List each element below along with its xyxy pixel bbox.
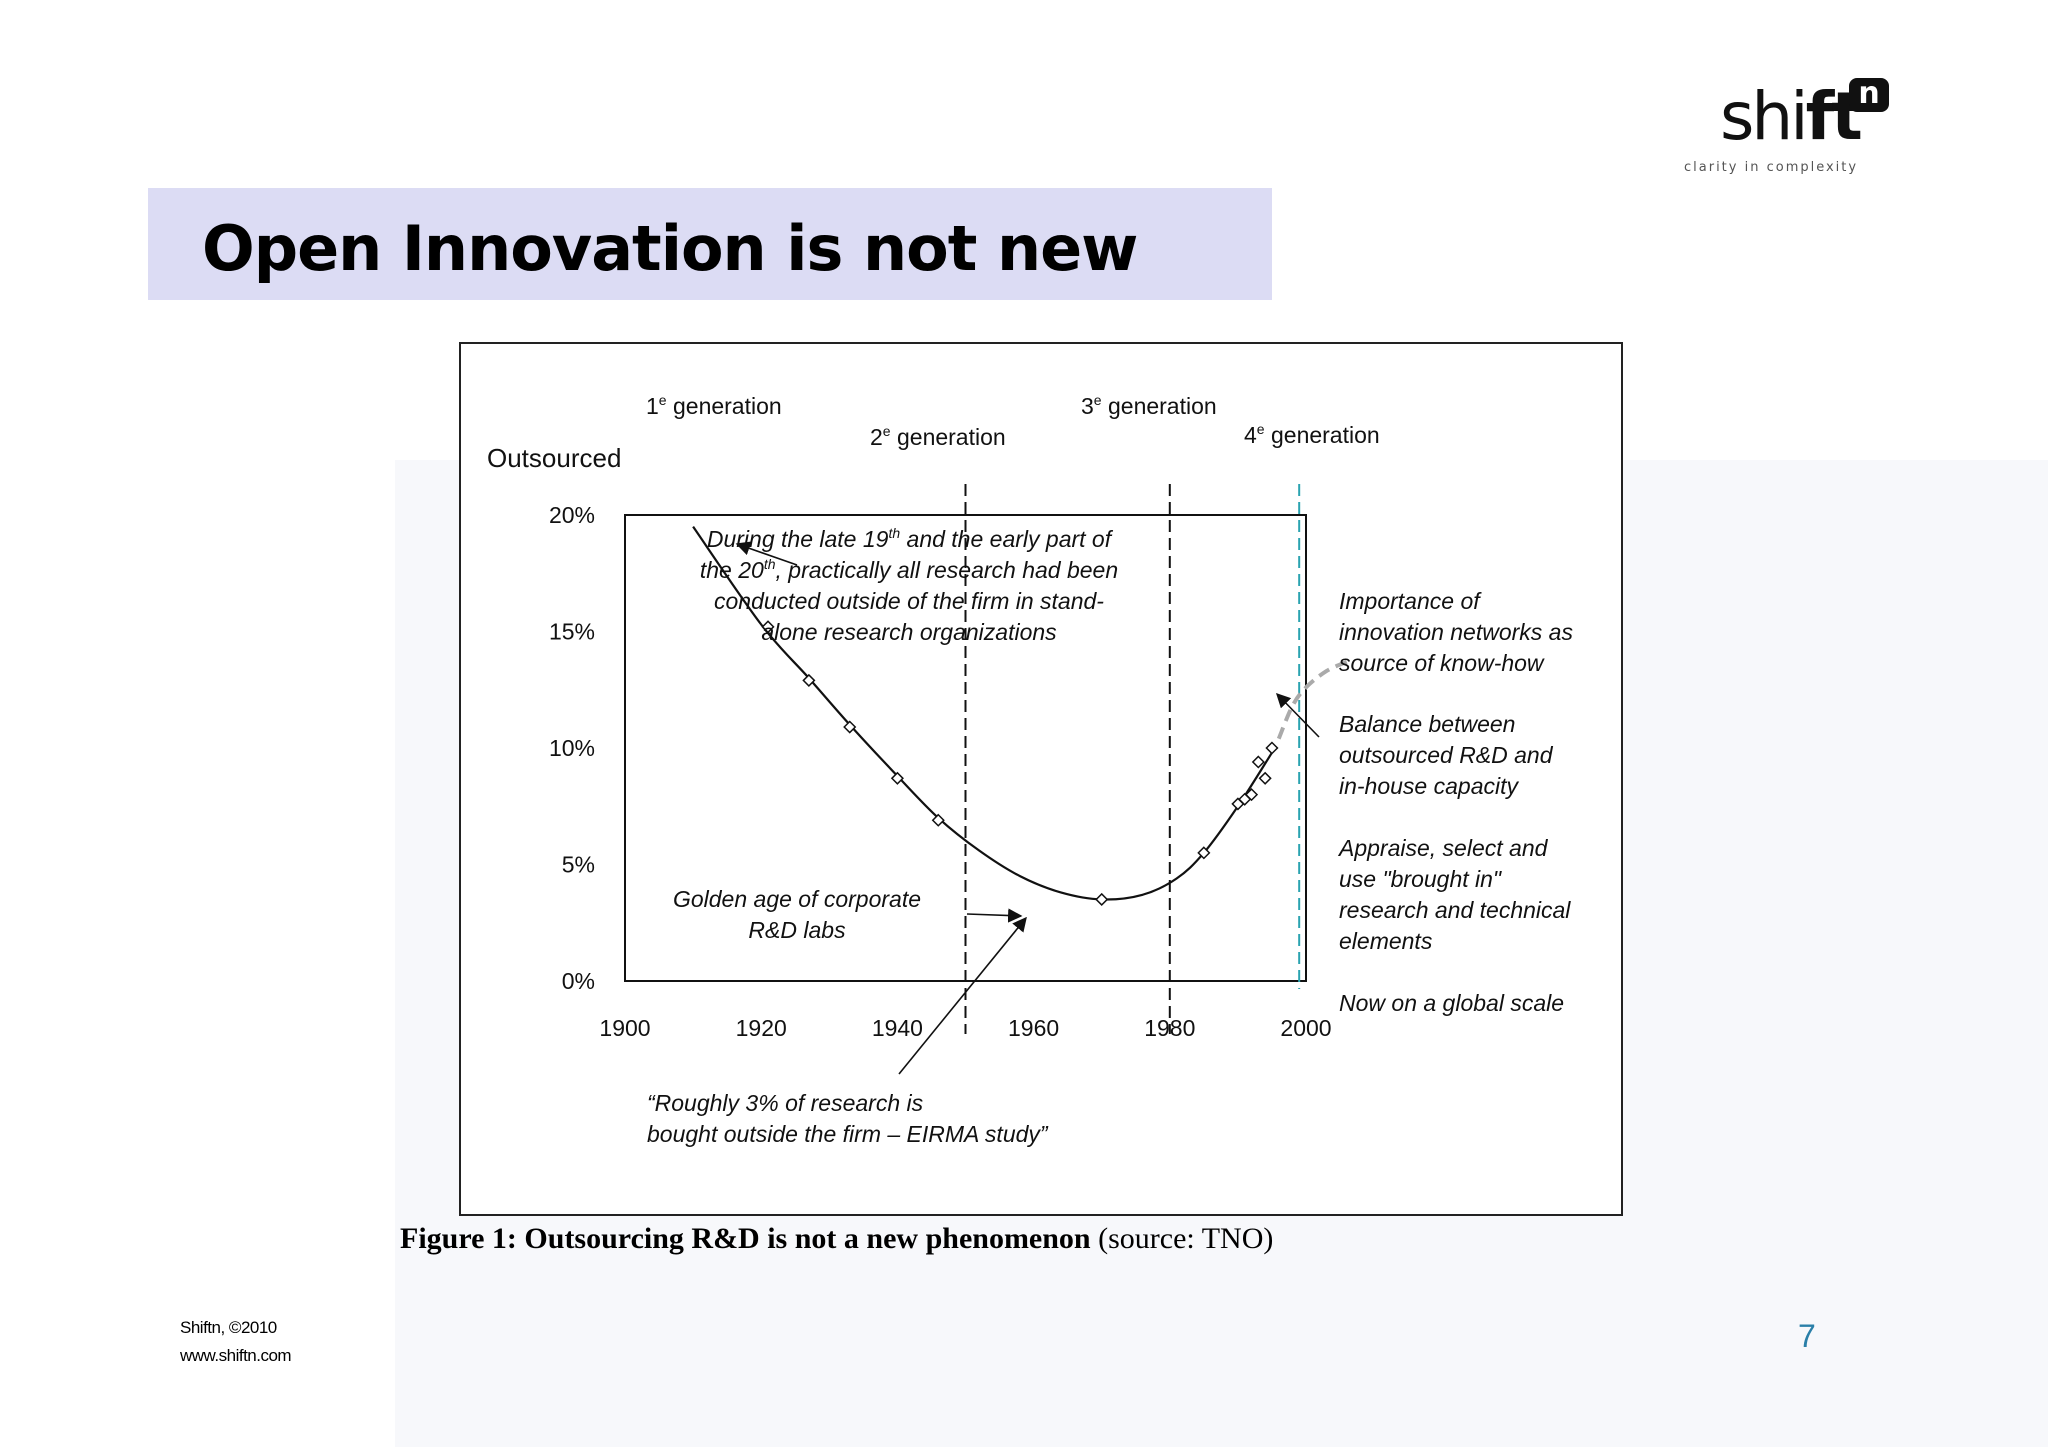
data-marker: [1197, 846, 1211, 860]
annotation-golden-age: Golden age of corporate: [673, 886, 921, 912]
x-tick-label: 2000: [1280, 1015, 1331, 1041]
annotation-right-note: Balance between: [1339, 711, 1515, 737]
footer: Shiftn, ©2010 www.shiftn.com: [180, 1314, 292, 1370]
y-axis-label: Outsourced: [487, 443, 621, 473]
annotation-right-note: elements: [1339, 928, 1433, 954]
data-marker: [1095, 892, 1109, 907]
footer-url: www.shiftn.com: [180, 1346, 292, 1365]
figure-caption: Figure 1: Outsourcing R&D is not a new p…: [400, 1222, 1274, 1255]
annotation-right-note: in-house capacity: [1339, 773, 1519, 799]
data-marker: [843, 720, 857, 734]
logo-wordmark: shift: [1720, 78, 1863, 155]
data-marker: [1258, 771, 1272, 785]
logo-superscript: n: [1849, 78, 1889, 112]
arrow-golden-age: [966, 908, 1023, 923]
arrow-balance: [1275, 692, 1320, 738]
annotation-early-research: alone research organizations: [761, 619, 1057, 645]
annotation-eirma: bought outside the firm – EIRMA study”: [647, 1121, 1049, 1147]
data-marker: [802, 673, 816, 687]
data-marker: [931, 813, 945, 827]
generation-label: 3e generation: [1081, 392, 1217, 419]
y-tick-label: 20%: [549, 502, 595, 528]
annotation-right-note: research and technical: [1339, 897, 1571, 923]
y-tick-label: 5%: [562, 852, 595, 878]
x-tick-label: 1940: [872, 1015, 923, 1041]
arrow-early-research: [735, 541, 798, 566]
future-trend-curve: [1276, 659, 1348, 740]
annotation-right-note: source of know-how: [1339, 650, 1545, 676]
y-tick-label: 0%: [562, 968, 595, 994]
annotation-golden-age: R&D labs: [748, 917, 846, 943]
annotation-right-note: Now on a global scale: [1339, 990, 1564, 1016]
annotation-right-note: Appraise, select and: [1337, 835, 1549, 861]
y-tick-label: 10%: [549, 735, 595, 761]
arrow-eirma: [898, 916, 1027, 1075]
chart-svg: Outsourced 0% 5% 10% 15% 20% 1900 1920 1940 1960 1…: [487, 392, 1573, 1147]
annotation-early-research: the 20th, practically all research had b…: [700, 556, 1118, 583]
data-marker: [1265, 741, 1279, 755]
x-tick-label: 1900: [599, 1015, 650, 1041]
data-marker: [761, 620, 775, 634]
generation-label: 1e generation: [646, 392, 782, 419]
figure-frame: Outsourced 0% 5% 10% 15% 20% 1900 1920 1940 1960 1…: [459, 342, 1623, 1216]
annotation-right-note: innovation networks as: [1339, 619, 1573, 645]
title-bar: Open Innovation is not new: [148, 188, 1272, 300]
page-number: 7: [1798, 1318, 1816, 1354]
x-tick-label: 1960: [1008, 1015, 1059, 1041]
shiftn-logo: shift n clarity in complexity: [1684, 74, 1904, 184]
logo-tagline: clarity in complexity: [1684, 160, 1859, 175]
data-marker: [890, 771, 904, 785]
slide-title: Open Innovation is not new: [202, 212, 1138, 285]
x-tick-label: 1920: [736, 1015, 787, 1041]
data-marker: [1251, 755, 1265, 769]
annotation-right-note: Importance of: [1339, 588, 1482, 614]
generation-label: 2e generation: [870, 423, 1006, 450]
annotation-eirma: “Roughly 3% of research is: [647, 1090, 924, 1116]
generation-label: 4e generation: [1244, 421, 1380, 448]
footer-copyright: Shiftn, ©2010: [180, 1318, 277, 1337]
y-tick-label: 15%: [549, 619, 595, 645]
annotation-right-note: outsourced R&D and: [1339, 742, 1554, 768]
data-marker: [1244, 788, 1259, 802]
annotation-early-research: During the late 19th and the early part …: [707, 525, 1114, 552]
annotation-early-research: conducted outside of the firm in stand-: [714, 588, 1104, 614]
annotation-right-note: use "brought in": [1339, 866, 1503, 892]
